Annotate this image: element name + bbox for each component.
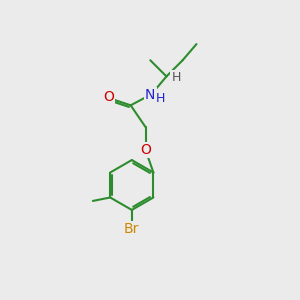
Text: N: N	[145, 88, 155, 102]
Text: Br: Br	[124, 222, 140, 236]
Text: H: H	[155, 92, 165, 105]
Text: O: O	[140, 143, 151, 157]
Text: H: H	[172, 71, 181, 84]
Text: O: O	[103, 90, 114, 104]
